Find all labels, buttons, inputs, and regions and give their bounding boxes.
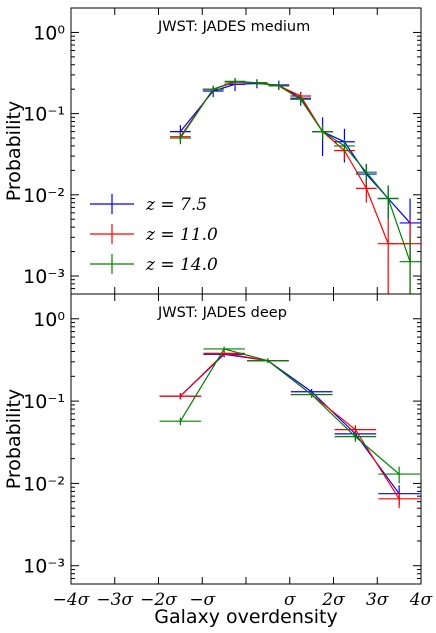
data-point (354, 428, 357, 431)
panel-title: JWST: JADES deep (157, 305, 287, 321)
data-point (310, 393, 313, 396)
y-tick-label: 10⁰ (33, 22, 65, 44)
data-point (223, 348, 226, 350)
legend-label: z = 7.5 (145, 195, 207, 215)
panel-title: JWST: JADES medium (157, 19, 310, 35)
y-tick-label: 10⁻³ (23, 556, 65, 578)
legend-label: z = 11.0 (145, 225, 218, 245)
data-point (179, 395, 182, 398)
y-axis-title: Probability (3, 389, 25, 489)
axes-frame (70, 293, 422, 585)
x-axis-title: Galaxy overdensity (154, 606, 338, 628)
data-point (398, 497, 401, 500)
y-tick-label: 10⁻³ (23, 266, 65, 288)
data-point (256, 81, 258, 84)
x-tick-label: 4σ (409, 590, 433, 610)
data-point (212, 88, 215, 91)
x-tick-label: −4σ (53, 590, 90, 610)
data-point (387, 242, 390, 245)
data-point (343, 145, 346, 147)
series-group (169, 77, 421, 294)
series-group (159, 346, 420, 509)
data-point (387, 197, 390, 200)
y-tick-label: 10⁻² (23, 185, 65, 207)
series-line-2 (179, 352, 400, 500)
data-point (321, 130, 324, 133)
data-point (277, 84, 280, 87)
panel-1: 10⁻³ 10⁻² 10⁻¹ 10⁰ Probability JWST: JADES me… (3, 7, 422, 295)
x-tick-label: 2σ (321, 590, 345, 610)
legend: z = 7.5 z = 11.0 z = 14.0 (90, 194, 218, 275)
series-line-1 (179, 353, 400, 495)
y-axis-title: Probability (3, 101, 25, 201)
panel-2: 10⁻³ 10⁻² 10⁻¹ 10⁰ −4σ −3σ −2σ −σ σ 2σ 3σ 4σ Probabi… (3, 293, 433, 610)
data-point (365, 187, 368, 190)
x-tick-label: −3σ (96, 590, 133, 610)
y-tick-label: 10⁻² (23, 473, 65, 495)
data-point (179, 420, 182, 423)
data-point (179, 137, 182, 139)
data-point (409, 260, 411, 263)
data-point (234, 80, 236, 83)
y-tick-label: 10⁻¹ (23, 391, 65, 413)
x-tick-label: 3σ (366, 590, 389, 610)
data-point (223, 352, 226, 355)
series-line-1 (179, 82, 411, 224)
series-line-2 (179, 81, 411, 245)
y-tick-label: 10⁰ (33, 309, 65, 331)
data-point (365, 171, 368, 174)
x-tick-label: −2σ (140, 590, 177, 610)
data-point (299, 98, 302, 101)
x-tick-label: σ (284, 590, 296, 610)
axes-frame (70, 7, 422, 295)
y-tick-label: 10⁻¹ (23, 104, 65, 126)
series-line-3 (179, 348, 400, 475)
legend-label: z = 14.0 (145, 255, 218, 275)
data-point (354, 435, 357, 438)
data-point (266, 359, 269, 362)
data-point (398, 473, 401, 475)
x-tick-label: −σ (189, 590, 215, 610)
